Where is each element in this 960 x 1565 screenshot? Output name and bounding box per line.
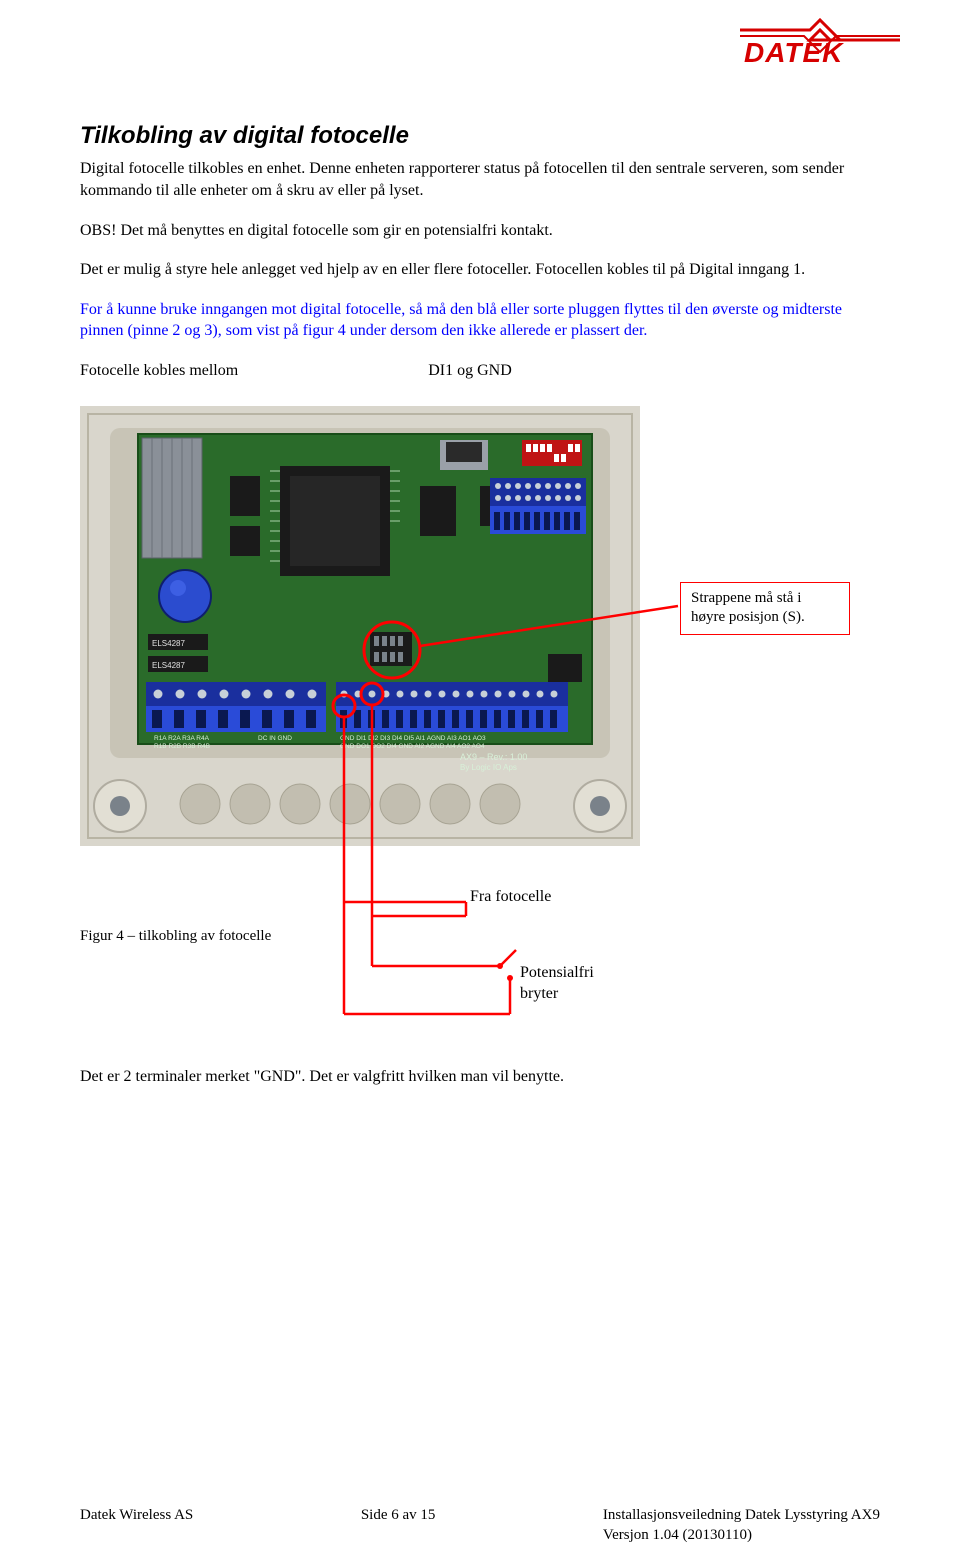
svg-text:DC IN GND: DC IN GND	[258, 735, 292, 742]
svg-text:By Logic IO Aps: By Logic IO Aps	[460, 763, 517, 772]
body-paragraph: Det er mulig å styre hele anlegget ved h…	[80, 259, 880, 281]
svg-text:ELS4287: ELS4287	[152, 639, 185, 648]
callout-strap-position: Strappene må stå i høyre posisjon (S).	[680, 582, 850, 635]
connection-row: Fotocelle kobles mellom DI1 og GND	[80, 360, 880, 382]
label-fra-fotocelle: Fra fotocelle	[470, 886, 551, 908]
svg-text:GND DO1 DO2 DI4 GND AI2 AGND A: GND DO1 DO2 DI4 GND AI2 AGND AI4 AO2 AO4	[340, 743, 485, 750]
footer-center: Side 6 av 15	[361, 1505, 436, 1546]
svg-text:AX9 – Rev.: 1.00: AX9 – Rev.: 1.00	[460, 752, 527, 762]
svg-text:DATEK: DATEK	[744, 37, 844, 66]
figure-4: ELS4287 ELS4287	[80, 406, 880, 1046]
connection-label-right: DI1 og GND	[428, 360, 512, 382]
section-heading: Tilkobling av digital fotocelle	[80, 120, 880, 152]
svg-text:R1A R2A R3A R4A: R1A R2A R3A R4A	[154, 735, 210, 742]
callout-line2: høyre posisjon (S).	[691, 608, 839, 628]
company-logo: DATEK	[740, 18, 900, 66]
footer-left: Datek Wireless AS	[80, 1505, 193, 1546]
terminal-note: Det er 2 terminaler merket "GND". Det er…	[80, 1066, 880, 1088]
footer-right: Installasjonsveiledning Datek Lysstyring…	[603, 1505, 880, 1546]
page-footer: Datek Wireless AS Side 6 av 15 Installas…	[80, 1505, 880, 1546]
label-potensialfri-bryter: Potensialfri bryter	[520, 962, 594, 1005]
warning-paragraph: OBS! Det må benyttes en digital fotocell…	[80, 220, 880, 242]
lead-paragraph: Digital fotocelle tilkobles en enhet. De…	[80, 158, 880, 201]
connection-label-left: Fotocelle kobles mellom	[80, 360, 238, 382]
figure-caption: Figur 4 – tilkobling av fotocelle	[80, 926, 271, 946]
svg-text:R1B R2B R3B R4B: R1B R2B R3B R4B	[154, 743, 210, 750]
callout-line1: Strappene må stå i	[691, 589, 839, 609]
svg-text:ELS4287: ELS4287	[152, 661, 185, 670]
svg-text:GND DI1 DI2 DI3 DI4 DI5 AI1 AG: GND DI1 DI2 DI3 DI4 DI5 AI1 AGND AI3 AO1…	[340, 735, 486, 742]
circuit-board-photo: ELS4287 ELS4287	[80, 406, 640, 846]
instruction-paragraph: For å kunne bruke inngangen mot digital …	[80, 299, 880, 342]
